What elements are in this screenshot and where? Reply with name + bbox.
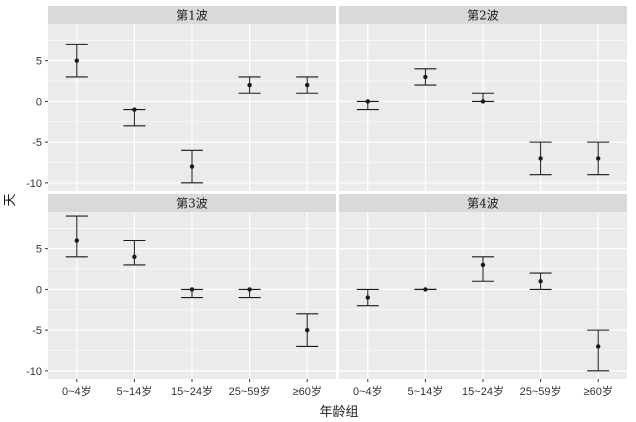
data-point	[365, 99, 370, 104]
data-point	[189, 164, 195, 169]
x-tick-label: 5~14岁	[117, 384, 153, 398]
errorbar-5	[296, 313, 319, 347]
x-tick-label: 15~24岁	[171, 384, 213, 398]
data-point	[538, 156, 543, 161]
y-tick-label: -5	[32, 325, 42, 337]
panel-3: 第3波	[48, 194, 336, 379]
y-tick-label: -10	[26, 366, 42, 378]
errorbar-5	[587, 141, 610, 176]
axes-layer: -10 -5 0 5 -10 -5 0 5 0~4岁 5~14岁 15~24岁 25~59岁 ≥60岁 0…	[26, 56, 613, 398]
data-point	[247, 287, 252, 292]
data-point	[189, 287, 195, 292]
panel-strip	[48, 6, 336, 24]
x-tick-label: ≥60岁	[293, 384, 322, 398]
x-tick-label: 25~59岁	[229, 384, 271, 398]
x-tick-label: 25~59岁	[520, 384, 562, 398]
panel-strip	[339, 194, 627, 212]
errorbar-1	[65, 43, 88, 78]
data-point	[305, 327, 310, 333]
data-point	[423, 74, 428, 80]
data-point	[247, 82, 252, 88]
panel-2: 第2波	[339, 6, 627, 191]
panel-strip	[48, 194, 336, 212]
errorbar-4	[238, 287, 261, 299]
panel-4: 第4波	[339, 194, 627, 379]
data-point	[538, 279, 543, 284]
errorbar-1	[356, 99, 379, 111]
errorbar-4	[529, 272, 552, 290]
y-tick-label: 0	[36, 284, 42, 296]
errorbar-2	[123, 239, 146, 266]
data-point	[423, 287, 428, 292]
y-axis-title: 天	[3, 193, 18, 206]
panel-strip	[339, 6, 627, 24]
errorbar-1	[65, 215, 88, 258]
x-tick-label: 15~24岁	[462, 384, 504, 398]
errorbar-4	[529, 141, 552, 176]
data-point	[480, 262, 486, 268]
data-point	[365, 295, 370, 300]
data-point	[132, 254, 137, 260]
y-tick-label: 5	[36, 244, 42, 256]
errorbar-3	[181, 149, 203, 184]
data-point	[596, 156, 601, 161]
panel-strip-label: 第2波	[467, 9, 499, 23]
errorbar-2	[414, 287, 437, 292]
data-point	[132, 107, 137, 112]
errorbar-3	[181, 287, 203, 299]
errorbar-2	[414, 68, 437, 86]
errorbar-3	[472, 256, 494, 282]
x-tick-label: 5~14岁	[408, 384, 444, 398]
y-tick-label: 0	[36, 96, 42, 108]
data-point	[74, 58, 80, 63]
panel-strip-label: 第4波	[467, 197, 499, 211]
x-axis-title: 年龄组	[319, 405, 358, 420]
errorbar-4	[238, 76, 261, 94]
errorbar-5	[296, 76, 319, 94]
errorbar-3	[472, 92, 494, 104]
data-point	[305, 82, 310, 88]
y-tick-label: 5	[36, 56, 42, 68]
data-point	[596, 344, 601, 349]
y-tick-label: -10	[26, 178, 42, 190]
errorbar-5	[587, 329, 610, 372]
x-tick-label: 0~4岁	[353, 384, 383, 398]
errorbar-1	[356, 288, 379, 307]
x-tick-label: 0~4岁	[62, 384, 92, 398]
panel-strip-label: 第1波	[176, 9, 208, 23]
panel-strip-label: 第3波	[176, 197, 208, 211]
y-tick-label: -5	[32, 137, 42, 149]
x-tick-label: ≥60岁	[584, 384, 613, 398]
panel-1: 第1波	[48, 6, 336, 191]
data-point	[74, 238, 80, 243]
data-point	[480, 99, 486, 104]
errorbar-2	[123, 107, 146, 127]
